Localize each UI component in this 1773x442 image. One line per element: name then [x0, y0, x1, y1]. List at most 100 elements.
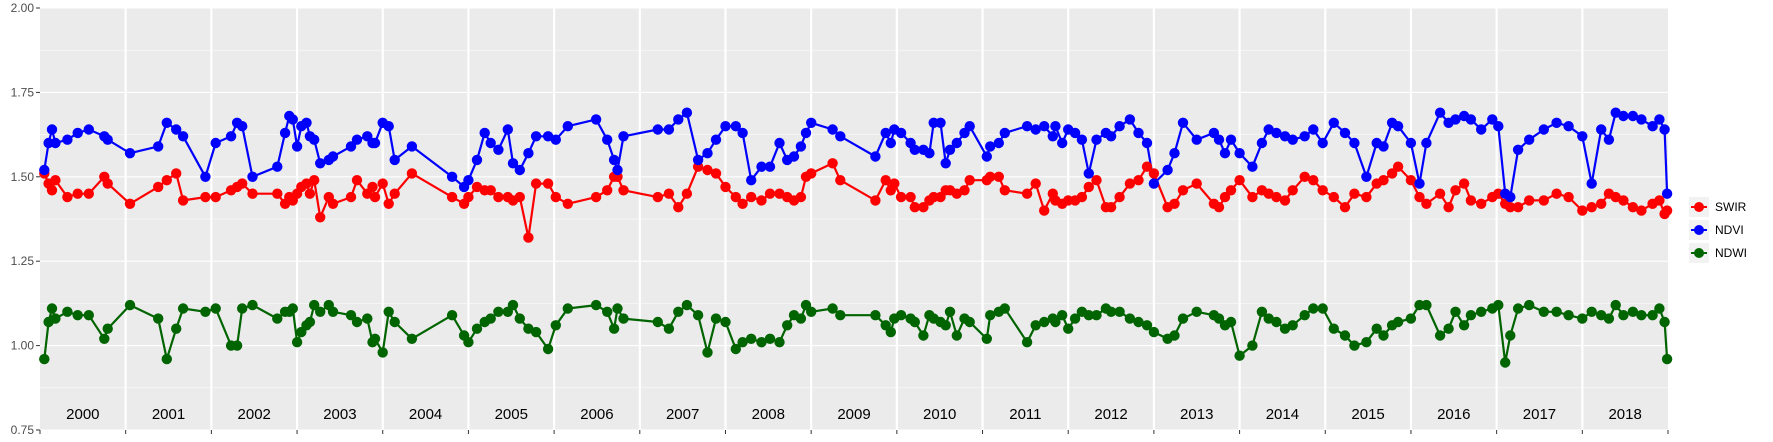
ndwi-point	[737, 337, 748, 348]
swir-point	[764, 188, 776, 199]
ndwi-point	[720, 316, 731, 328]
ndvi-point	[1524, 134, 1535, 145]
ndvi-point	[1162, 164, 1173, 176]
ndwi-point	[1434, 330, 1446, 341]
swir-point	[746, 191, 757, 203]
ndwi-point	[673, 306, 684, 317]
swir-point	[550, 191, 561, 203]
ndwi-point	[463, 337, 474, 348]
ndwi-point	[1148, 326, 1160, 338]
ndwi-point	[1191, 306, 1202, 317]
ndwi-point	[1476, 306, 1487, 317]
swir-point	[351, 175, 363, 186]
ndwi-point	[1169, 330, 1180, 341]
ndvi-point	[247, 171, 258, 182]
swir-point	[46, 185, 58, 196]
ndvi-point	[62, 134, 73, 145]
swir-point	[50, 175, 61, 186]
ndwi-point	[200, 306, 211, 317]
legend-key-point-swir	[1694, 202, 1704, 212]
ndvi-point	[383, 121, 394, 132]
ndvi-point	[1105, 131, 1117, 142]
swir-point	[315, 212, 326, 223]
ndwi-point	[369, 333, 381, 344]
swir-point	[918, 202, 929, 213]
swir-point	[1618, 195, 1629, 206]
ndvi-point	[795, 141, 807, 152]
ndwi-point	[1213, 313, 1225, 324]
swir-point	[1361, 191, 1372, 203]
ndvi-point	[39, 164, 50, 176]
swir-point	[1213, 202, 1225, 213]
ndwi-point	[304, 316, 316, 328]
ndvi-point	[702, 148, 713, 159]
ndwi-point	[171, 323, 182, 334]
ndvi-point	[999, 127, 1010, 139]
swir-point	[1627, 202, 1639, 213]
swir-point	[161, 175, 172, 186]
swir-point	[737, 198, 748, 209]
ndwi-point	[1225, 316, 1237, 328]
ndvi-point	[72, 127, 83, 139]
ndwi-point	[909, 316, 920, 328]
ndvi-point	[1083, 168, 1095, 179]
ndwi-point	[1378, 330, 1389, 341]
swir-point	[383, 198, 394, 209]
ndwi-point	[1063, 323, 1074, 334]
ndwi-point	[124, 299, 136, 311]
ndwi-point	[951, 330, 962, 341]
swir-point	[1421, 198, 1432, 209]
swir-point	[1405, 175, 1417, 186]
year-label: 2009	[837, 406, 870, 423]
ndwi-point	[237, 303, 248, 314]
ndwi-point	[1271, 316, 1282, 328]
ndvi-point	[225, 131, 237, 142]
ndwi-point	[835, 310, 846, 321]
swir-point	[710, 168, 722, 179]
ndvi-point	[1328, 117, 1340, 128]
ndvi-point	[1021, 121, 1033, 132]
ndwi-point	[1636, 310, 1647, 321]
swir-point	[1563, 191, 1574, 203]
swir-point	[1524, 195, 1535, 206]
ndwi-point	[1361, 337, 1372, 348]
ndwi-point	[1563, 310, 1574, 321]
ndwi-point	[1105, 306, 1117, 317]
ndwi-point	[309, 299, 320, 311]
ndwi-point	[99, 333, 110, 344]
ndwi-point	[345, 310, 357, 321]
swir-point	[1191, 178, 1202, 189]
ndvi-point	[1596, 124, 1607, 135]
legend-label-swir: SWIR	[1715, 200, 1747, 214]
ndwi-point	[1586, 306, 1597, 317]
ndwi-point	[756, 337, 767, 348]
ndwi-point	[327, 306, 339, 317]
ndwi-point	[1392, 316, 1404, 328]
ndwi-point	[885, 326, 896, 338]
ndwi-point	[272, 313, 283, 324]
ndvi-point	[1317, 137, 1328, 149]
ndwi-point	[1349, 340, 1360, 351]
swir-point	[1636, 205, 1647, 216]
swir-point	[200, 191, 211, 203]
ndvi-point	[210, 137, 221, 149]
ndwi-point	[730, 343, 741, 355]
ndvi-point	[1512, 144, 1524, 155]
ndwi-point	[774, 337, 785, 348]
ndvi-point	[1647, 121, 1658, 132]
legend-label-ndwi: NDWI	[1715, 246, 1747, 260]
swir-point	[1512, 202, 1524, 213]
ndwi-point	[1405, 313, 1417, 324]
ndvi-point	[1339, 127, 1351, 139]
swir-point	[124, 198, 136, 209]
ndwi-point	[1577, 313, 1588, 324]
swir-point	[720, 181, 731, 193]
ndwi-point	[746, 333, 757, 344]
ndwi-point	[493, 306, 504, 317]
ndvi-point	[1636, 114, 1647, 125]
ndwi-point	[177, 303, 189, 314]
ndwi-point	[652, 316, 663, 328]
swir-point	[1219, 191, 1231, 203]
ndvi-point	[1538, 124, 1550, 135]
ndwi-point	[1177, 313, 1189, 324]
